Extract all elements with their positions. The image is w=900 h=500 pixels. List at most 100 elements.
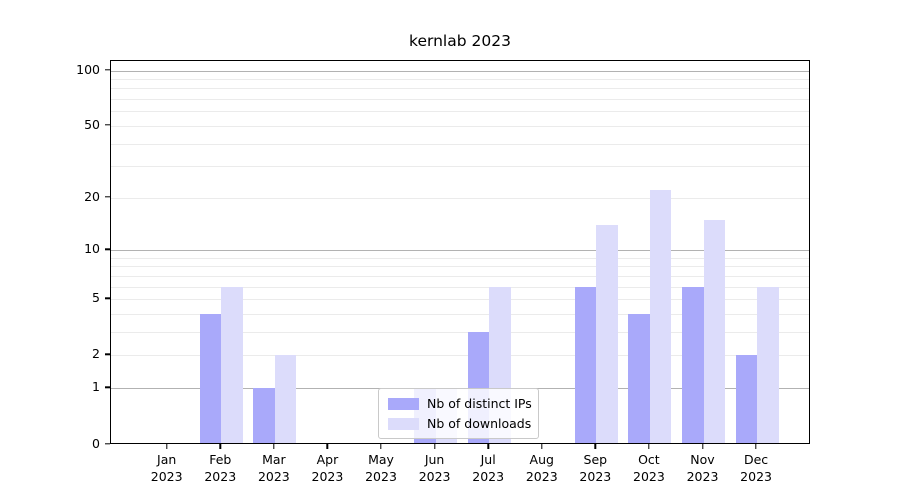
month-year: 2023 xyxy=(365,468,397,484)
x-tick-label-jun: Jun 2023 xyxy=(400,452,470,485)
minor-gridline-20 xyxy=(111,197,809,199)
y-tick-20 xyxy=(104,196,110,198)
x-tick-label-mar: Mar 2023 xyxy=(239,452,309,485)
x-tick-label-aug: Aug 2023 xyxy=(507,452,577,485)
y-tick-label-2: 2 xyxy=(92,346,100,362)
minor-gridline-5 xyxy=(111,299,809,301)
plot-area xyxy=(110,60,810,444)
y-tick-label-100: 100 xyxy=(76,61,100,77)
month-year: 2023 xyxy=(311,468,344,484)
month-name: May xyxy=(368,452,394,467)
x-tick-label-apr: Apr 2023 xyxy=(292,452,362,485)
month-name: Apr xyxy=(316,452,339,467)
x-tick-label-jul: Jul 2023 xyxy=(453,452,523,485)
bar-nb-of-distinct-ips-nov xyxy=(682,286,704,443)
month-year: 2023 xyxy=(686,468,719,484)
x-tick-may xyxy=(380,443,382,449)
bar-nb-of-distinct-ips-feb xyxy=(199,314,222,443)
y-tick-5 xyxy=(104,297,110,299)
month-name: Oct xyxy=(638,452,660,467)
bar-nb-of-downloads-nov xyxy=(703,219,725,443)
y-tick-50 xyxy=(104,124,110,126)
bar-nb-of-downloads-feb xyxy=(221,286,243,443)
minor-gridline-8 xyxy=(111,266,809,268)
legend-label-downloads: Nb of downloads xyxy=(427,416,532,431)
month-year: 2023 xyxy=(150,468,183,484)
month-name: Mar xyxy=(262,452,286,467)
legend-item-downloads: Nb of downloads xyxy=(388,416,532,431)
bar-nb-of-downloads-oct xyxy=(649,190,672,443)
bar-nb-of-distinct-ips-sep xyxy=(574,286,597,443)
minor-gridline-70 xyxy=(111,99,809,101)
x-tick-jan xyxy=(165,443,168,449)
chart-title: kernlab 2023 xyxy=(409,32,511,50)
minor-gridline-9 xyxy=(111,257,809,259)
minor-gridline-7 xyxy=(111,275,809,277)
x-tick-label-feb: Feb 2023 xyxy=(185,452,255,485)
minor-gridline-2 xyxy=(111,355,809,357)
x-tick-oct xyxy=(648,443,650,449)
x-tick-label-sep: Sep 2023 xyxy=(560,452,630,485)
x-tick-apr xyxy=(326,443,329,449)
x-tick-nov xyxy=(701,443,704,449)
x-tick-label-oct: Oct 2023 xyxy=(614,452,684,485)
y-tick-label-10: 10 xyxy=(84,241,100,257)
minor-gridline-60 xyxy=(111,111,809,113)
month-year: 2023 xyxy=(257,468,290,484)
bar-nb-of-distinct-ips-dec xyxy=(735,355,758,443)
x-tick-mar xyxy=(273,443,275,449)
y-tick-1 xyxy=(104,386,110,389)
month-year: 2023 xyxy=(472,468,505,484)
legend-label-distinct-ips: Nb of distinct IPs xyxy=(427,396,532,411)
minor-gridline-4 xyxy=(111,314,809,316)
x-tick-feb xyxy=(219,443,221,449)
y-tick-label-0: 0 xyxy=(92,435,100,451)
month-year: 2023 xyxy=(579,468,612,484)
month-year: 2023 xyxy=(525,468,558,484)
month-name: Jan xyxy=(157,452,177,467)
major-gridline-100 xyxy=(111,70,809,72)
month-year: 2023 xyxy=(740,468,772,484)
month-year: 2023 xyxy=(204,468,237,484)
y-tick-2 xyxy=(104,353,110,356)
x-tick-jun xyxy=(433,443,436,449)
legend-item-distinct-ips: Nb of distinct IPs xyxy=(388,396,532,411)
month-year: 2023 xyxy=(418,468,451,484)
minor-gridline-6 xyxy=(111,286,809,288)
y-tick-label-1: 1 xyxy=(92,379,100,395)
minor-gridline-90 xyxy=(111,78,809,80)
y-tick-label-5: 5 xyxy=(92,290,100,306)
y-tick-100 xyxy=(104,68,110,71)
y-tick-0 xyxy=(104,442,110,445)
y-tick-label-20: 20 xyxy=(84,188,100,204)
month-name: Dec xyxy=(743,452,769,467)
legend-swatch-downloads xyxy=(388,417,419,430)
x-tick-jul xyxy=(487,443,489,449)
bar-nb-of-downloads-mar xyxy=(274,355,297,443)
x-tick-label-may: May 2023 xyxy=(346,452,416,485)
month-name: Jun xyxy=(424,452,445,467)
legend: Nb of distinct IPs Nb of downloads xyxy=(378,388,539,439)
month-year: 2023 xyxy=(633,468,665,484)
minor-gridline-30 xyxy=(111,166,809,168)
month-name: Nov xyxy=(690,452,715,467)
bar-nb-of-distinct-ips-oct xyxy=(628,314,650,443)
x-tick-label-dec: Dec 2023 xyxy=(721,452,791,485)
bar-nb-of-downloads-dec xyxy=(757,286,779,443)
bar-nb-of-distinct-ips-mar xyxy=(253,388,275,443)
y-tick-label-50: 50 xyxy=(84,116,100,132)
minor-gridline-3 xyxy=(111,332,809,334)
month-name: Aug xyxy=(529,452,554,467)
month-name: Feb xyxy=(209,452,232,467)
x-tick-label-jan: Jan 2023 xyxy=(132,452,202,485)
x-tick-label-nov: Nov 2023 xyxy=(668,452,738,485)
legend-swatch-distinct-ips xyxy=(388,397,419,410)
x-tick-sep xyxy=(594,443,597,449)
major-gridline-10 xyxy=(111,250,809,252)
x-tick-dec xyxy=(755,443,757,449)
minor-gridline-80 xyxy=(111,88,809,90)
month-name: Sep xyxy=(583,452,608,467)
x-tick-aug xyxy=(541,443,543,449)
month-name: Jul xyxy=(480,452,496,467)
